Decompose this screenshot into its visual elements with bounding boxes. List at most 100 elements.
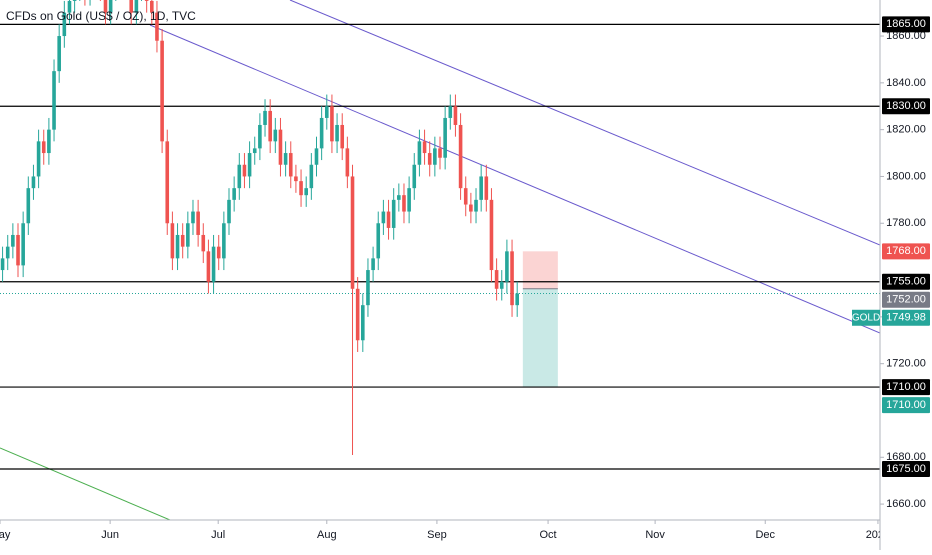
candle-body (216, 246, 221, 259)
candle-body (299, 181, 303, 196)
price-tag (882, 309, 930, 326)
symbol-tag-label: GOLD (852, 312, 880, 323)
candle-body (376, 223, 381, 259)
chart-title: CFDs on Gold (US$ / OZ), 1D, TVC (6, 9, 196, 23)
price-tag-label: 1710.00 (886, 399, 926, 411)
candle-body (474, 199, 478, 212)
candle-body (417, 141, 422, 165)
candle-body (186, 223, 190, 247)
price-tag-label: 1830.00 (886, 100, 926, 112)
candle-body (170, 223, 175, 259)
time-axis: MayJunJulAugSepOctNovDec2022 (0, 520, 890, 541)
symbol-tag (852, 309, 880, 326)
y-tick-label: 1800.00 (886, 170, 926, 182)
candle-body (438, 148, 442, 158)
price-tag-label: 1752.00 (886, 294, 926, 306)
candle-body (31, 176, 36, 189)
candle-body (36, 141, 41, 177)
candle-body (422, 141, 427, 154)
price-tag-label: 1768.00 (886, 245, 926, 257)
candle-body (361, 305, 365, 341)
candle-body (283, 153, 288, 165)
candle-body (5, 246, 10, 259)
candle-body (397, 195, 401, 200)
y-tick-label: 1820.00 (886, 124, 926, 136)
candle-body (108, 0, 113, 13)
candle-body (371, 258, 375, 271)
candle-body (494, 270, 499, 289)
candle-body (407, 188, 411, 212)
candle-body (515, 293, 519, 306)
candle-body (191, 211, 195, 224)
candle-body (458, 124, 463, 189)
plot-area (0, 0, 880, 520)
candle-body (11, 234, 15, 247)
candle-body (150, 0, 154, 13)
candle-body (26, 188, 31, 224)
price-tag-label: 1865.00 (886, 18, 926, 30)
x-tick-label: Aug (317, 529, 337, 541)
price-tag-label: 1755.00 (886, 276, 926, 288)
y-tick-label: 1720.00 (886, 358, 926, 370)
target-zone (522, 288, 558, 388)
candle-body (366, 270, 370, 306)
candle-body (479, 176, 483, 200)
price-tag-label: 1675.00 (886, 463, 926, 475)
candle-body (345, 148, 350, 177)
candle-body (232, 188, 236, 200)
candle-body (144, 0, 149, 1)
price-tag-label: 1749.98 (886, 312, 926, 324)
trend-line (289, 0, 880, 246)
candle-body (294, 176, 298, 182)
price-tag (882, 397, 930, 414)
candle-body (201, 234, 206, 252)
y-tick-label: 1660.00 (886, 498, 926, 510)
candle-body (165, 141, 170, 224)
candle-body (72, 0, 77, 1)
candle-body (16, 234, 20, 266)
candle-body (247, 153, 252, 177)
candle-body (386, 211, 391, 228)
candle-body (252, 148, 257, 154)
candle-body (453, 106, 458, 125)
candle-body (237, 164, 242, 189)
candle-body (52, 71, 56, 130)
candle-body (62, 12, 67, 37)
candle-body (309, 164, 314, 189)
candle-body (134, 0, 139, 13)
price-tag (882, 379, 930, 396)
candle-body (47, 129, 51, 154)
y-tick-label: 1860.00 (886, 30, 926, 42)
y-tick-label: 1780.00 (886, 217, 926, 229)
candle-body (469, 204, 473, 212)
candle-body (499, 281, 504, 289)
candle-body (314, 148, 319, 165)
candle-body (324, 106, 329, 118)
candle-body (196, 211, 200, 235)
candle-body (67, 0, 72, 13)
candle-body (319, 117, 324, 149)
candle-body (463, 188, 468, 205)
x-tick-label: Dec (755, 529, 775, 541)
y-tick-label: 1680.00 (886, 451, 926, 463)
candle-body (206, 251, 211, 282)
candle-body (278, 129, 283, 165)
candle-body (510, 251, 514, 306)
y-tick-label: 1840.00 (886, 77, 926, 89)
candle-body (381, 211, 386, 224)
candle-body (412, 164, 417, 189)
stop-zone (522, 251, 558, 289)
candle-body (448, 106, 453, 118)
candle-body (155, 12, 159, 41)
price-tag (882, 460, 930, 477)
price-tag (882, 273, 930, 290)
candle-body (443, 117, 447, 158)
price-tag-label: 1710.00 (886, 381, 926, 393)
candle-body (222, 223, 226, 259)
candle-body (330, 106, 334, 142)
candle-body (433, 148, 437, 165)
candle-body (258, 124, 262, 149)
candle-body (489, 199, 494, 271)
x-tick-label: Sep (427, 529, 447, 541)
